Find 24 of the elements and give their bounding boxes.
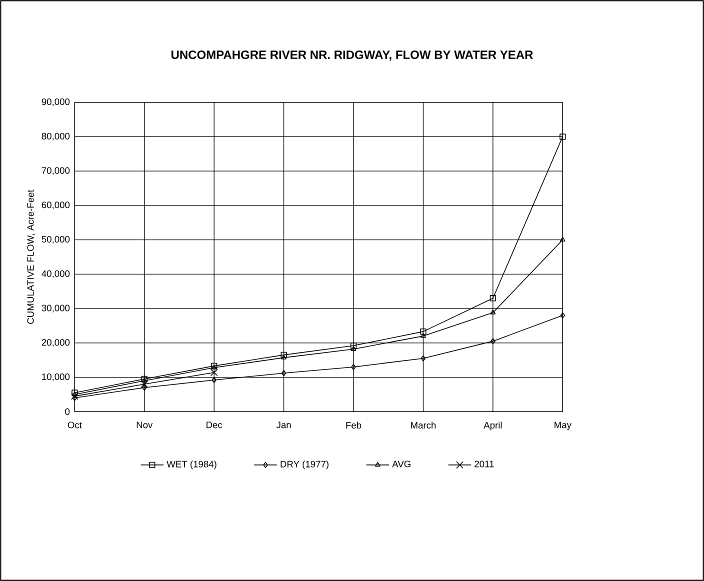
x-tick-label: Feb bbox=[346, 422, 362, 429]
y-tick-label: 60,000 bbox=[42, 202, 70, 210]
legend-label: DRY (1977) bbox=[280, 460, 328, 470]
y-tick-label: 40,000 bbox=[42, 270, 70, 278]
y-tick-label: 80,000 bbox=[42, 132, 70, 141]
y-tick-label: 30,000 bbox=[42, 304, 70, 312]
x-tick-label: March bbox=[411, 422, 436, 429]
x-tick-label: May bbox=[554, 422, 572, 430]
x-tick-label: Dec bbox=[206, 422, 222, 428]
x-tick-label: Nov bbox=[136, 422, 153, 428]
legend-label: WET (1984) bbox=[166, 460, 216, 470]
chart-title: UNCOMPAHGRE RIVER NR. RIDGWAY, FLOW BY WATER YEAR bbox=[171, 50, 533, 61]
y-tick-label: 0 bbox=[65, 408, 70, 415]
legend-label: AVG bbox=[392, 460, 410, 468]
x-tick-label: Oct bbox=[68, 422, 82, 428]
y-tick-label: 90,000 bbox=[42, 98, 70, 106]
x-tick-label: Jan bbox=[276, 422, 291, 428]
y-axis-title: CUMULATIVE FLOW, Acre-Feet bbox=[27, 190, 35, 324]
legend-label: 2011 bbox=[474, 460, 494, 468]
y-tick-label: 50,000 bbox=[42, 236, 70, 244]
y-tick-label: 10,000 bbox=[42, 373, 70, 382]
x-tick-label: April bbox=[484, 422, 502, 430]
y-tick-label: 20,000 bbox=[42, 339, 70, 347]
y-tick-label: 70,000 bbox=[42, 167, 70, 175]
